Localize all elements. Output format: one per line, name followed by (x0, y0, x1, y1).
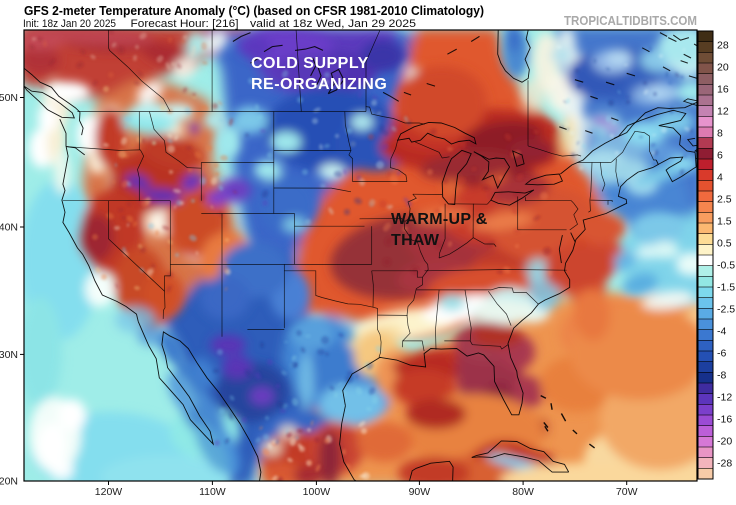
svg-text:TROPICALTIDBITS.COM: TROPICALTIDBITS.COM (564, 14, 697, 28)
svg-text:1.5: 1.5 (717, 216, 732, 228)
svg-text:RE-ORGANIZING: RE-ORGANIZING (251, 76, 387, 93)
svg-text:-16: -16 (717, 414, 732, 426)
svg-text:-2.5: -2.5 (717, 304, 735, 316)
svg-text:Init: 18z Jan 20 2025: Init: 18z Jan 20 2025 (23, 18, 116, 30)
svg-text:Forecast Hour: [216]: Forecast Hour: [216] (131, 18, 239, 30)
svg-text:40N: 40N (0, 222, 18, 234)
svg-text:-8: -8 (717, 370, 726, 382)
svg-text:0.5: 0.5 (717, 238, 732, 250)
svg-text:2.5: 2.5 (717, 194, 732, 206)
svg-text:valid at 18z Wed, Jan 29 2025: valid at 18z Wed, Jan 29 2025 (250, 18, 416, 30)
svg-text:-28: -28 (717, 458, 732, 470)
svg-text:WARM-UP &: WARM-UP & (391, 211, 488, 228)
svg-text:THAW: THAW (391, 232, 440, 249)
svg-text:28: 28 (717, 40, 729, 52)
svg-text:12: 12 (717, 106, 729, 118)
svg-text:120W: 120W (95, 486, 123, 498)
svg-text:-20: -20 (717, 436, 732, 448)
svg-text:30N: 30N (0, 349, 18, 361)
svg-text:50N: 50N (0, 92, 18, 104)
svg-text:COLD SUPPLY: COLD SUPPLY (251, 55, 369, 72)
svg-text:6: 6 (717, 150, 723, 162)
svg-text:-6: -6 (717, 348, 726, 360)
svg-text:20N: 20N (0, 476, 18, 488)
svg-text:GFS 2-meter Temperature Anomal: GFS 2-meter Temperature Anomaly (°C) (ba… (24, 3, 484, 18)
svg-text:-0.5: -0.5 (717, 260, 735, 272)
svg-text:110W: 110W (199, 486, 226, 498)
svg-text:90W: 90W (409, 486, 431, 498)
svg-text:70W: 70W (616, 486, 638, 498)
svg-text:16: 16 (717, 84, 729, 96)
svg-text:20: 20 (717, 62, 729, 74)
svg-text:100W: 100W (303, 486, 331, 498)
svg-text:80W: 80W (512, 486, 534, 498)
svg-text:-1.5: -1.5 (717, 282, 735, 294)
svg-text:-4: -4 (717, 326, 726, 338)
svg-text:8: 8 (717, 128, 723, 140)
svg-text:4: 4 (717, 172, 723, 184)
svg-text:-12: -12 (717, 392, 732, 404)
